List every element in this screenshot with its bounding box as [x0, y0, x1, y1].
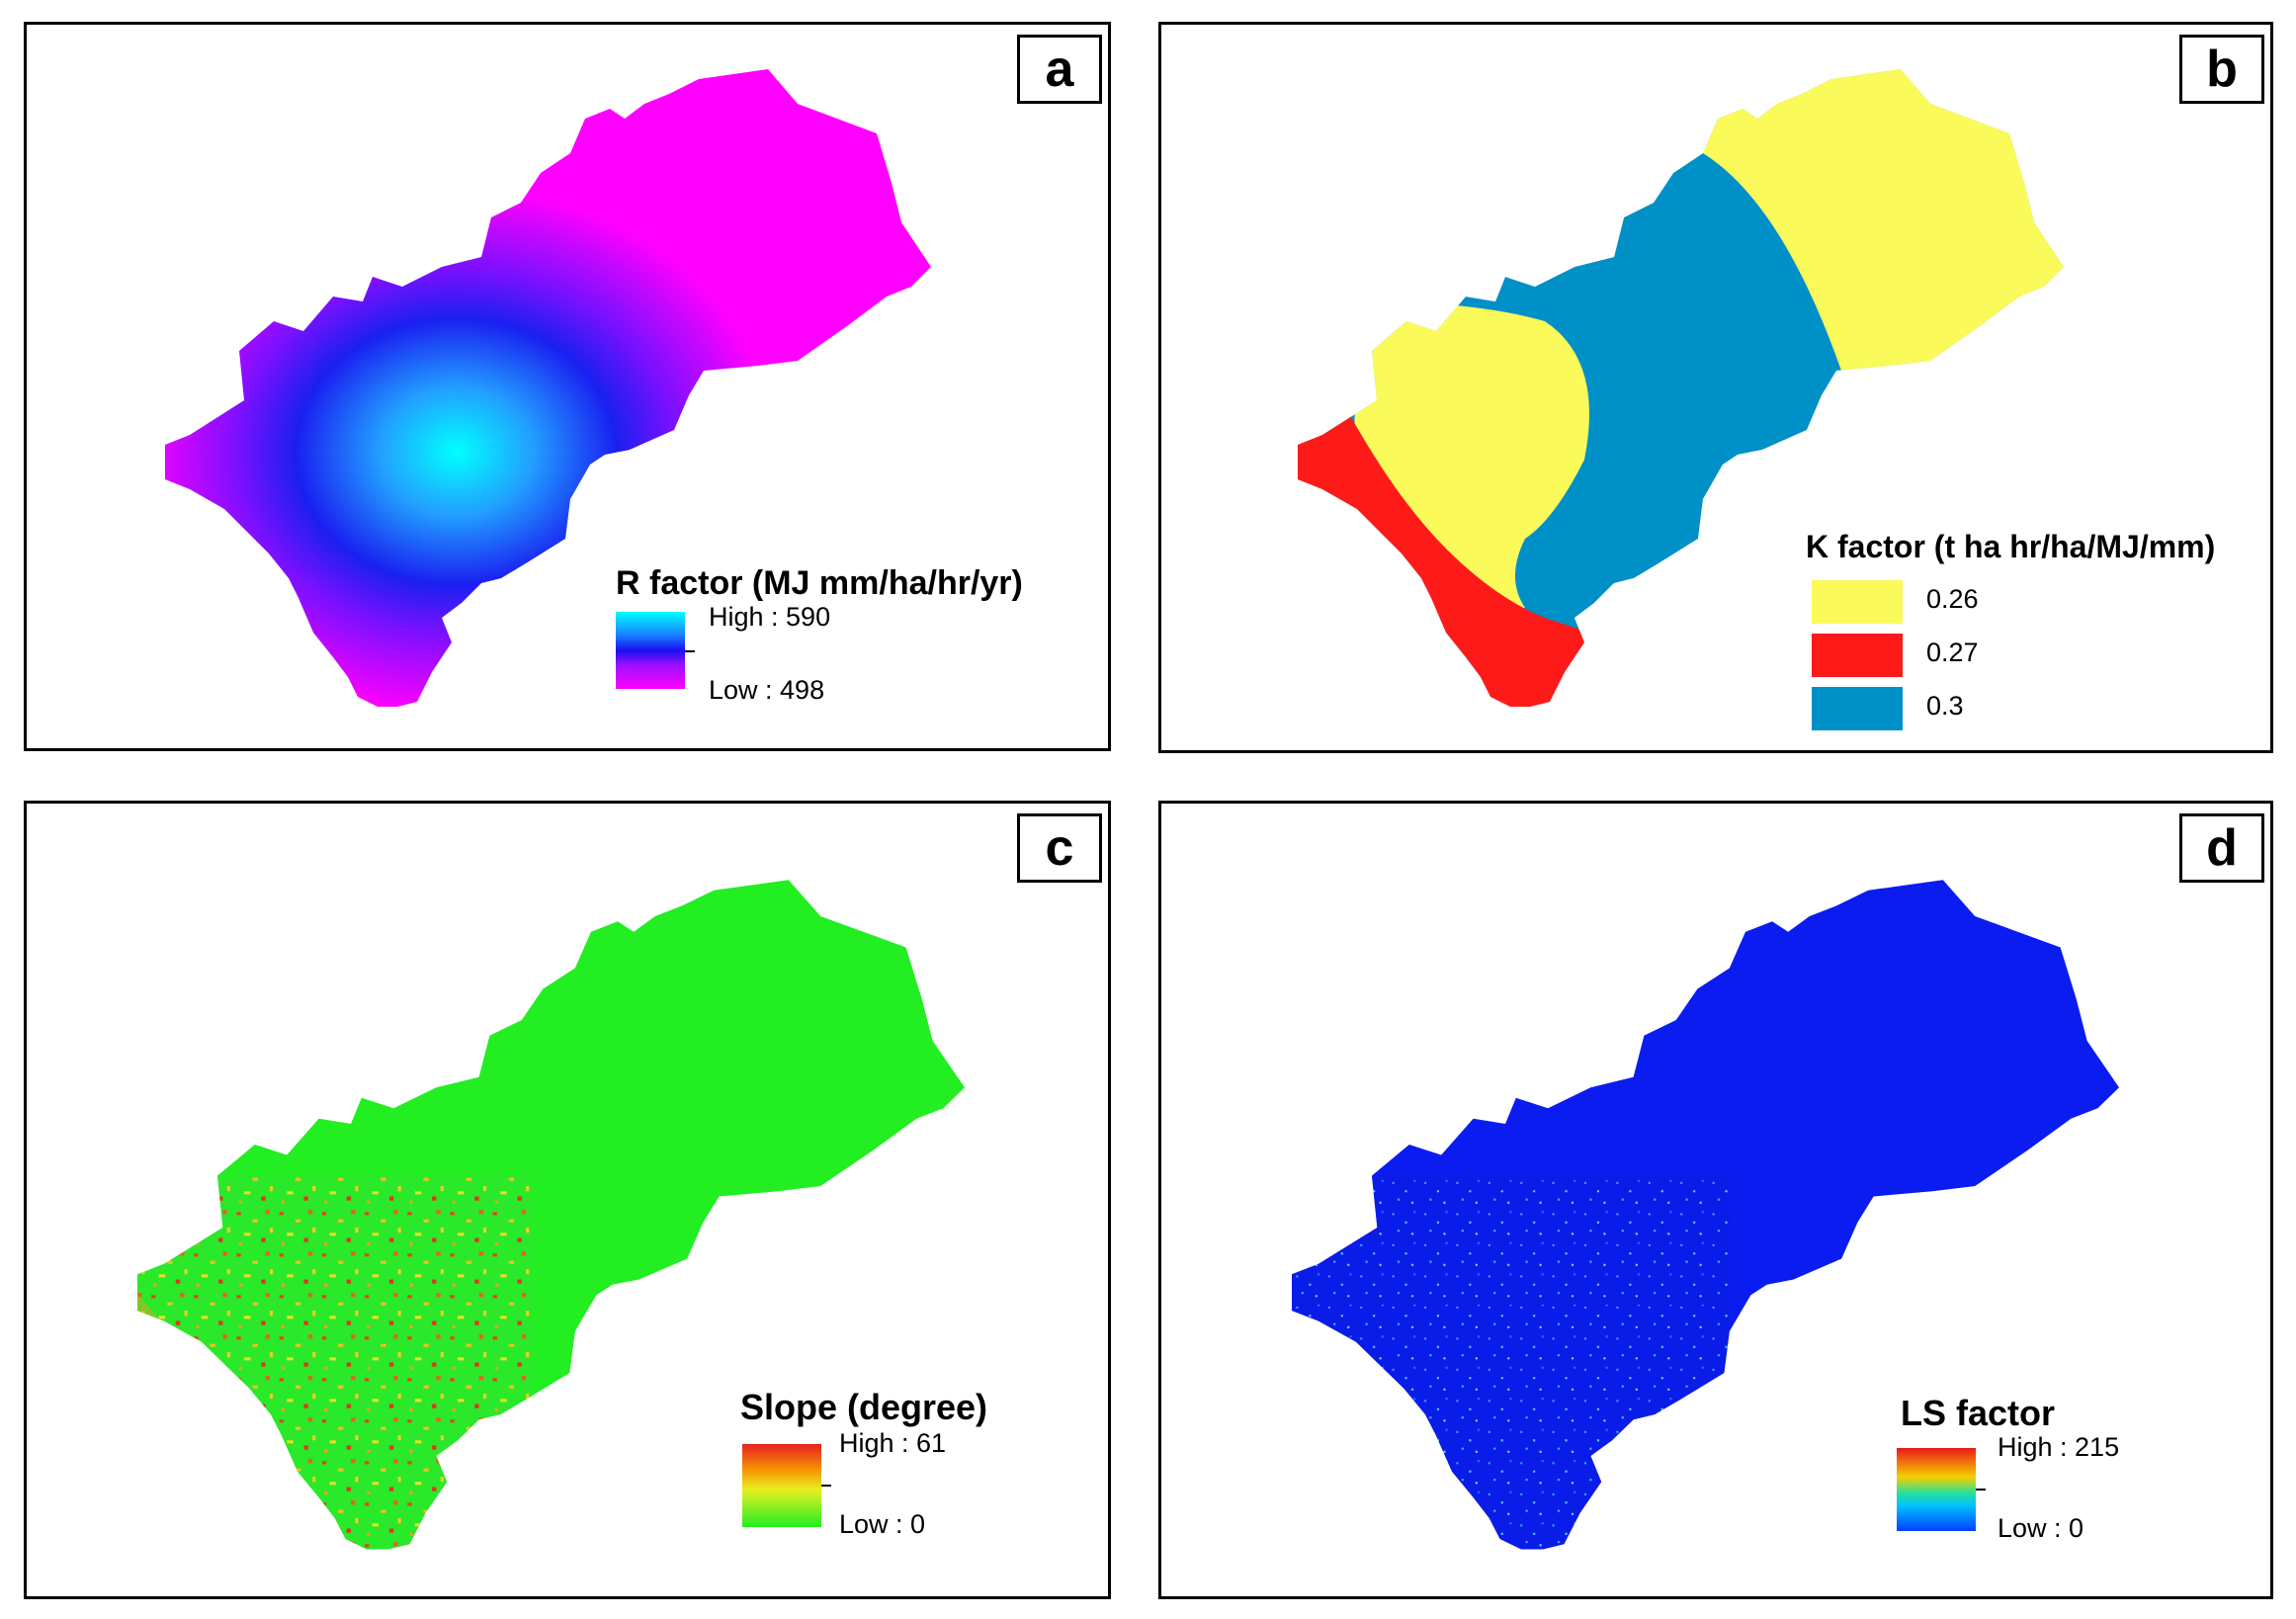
panel-letter-c: c	[1017, 813, 1102, 883]
panel-b-k-factor: b K factor (t ha hr/ha/MJ/mm) 0.26 0.27 …	[1158, 22, 2273, 753]
panel-letter-b: b	[2179, 35, 2264, 104]
k-swatch-026	[1812, 580, 1903, 624]
legend-title-slope: Slope (degree)	[740, 1387, 988, 1427]
k-factor-map	[1298, 69, 2064, 707]
slope-texture-southwest	[137, 1175, 533, 1550]
slope-low-label: Low : 0	[839, 1509, 926, 1539]
k-swatch-027	[1812, 634, 1903, 677]
r-factor-map	[165, 69, 931, 707]
ls-texture-southwest	[1292, 1175, 1730, 1550]
panel-letter-a: a	[1017, 35, 1102, 104]
ramp-tick	[1976, 1489, 1986, 1491]
ramp-tick	[685, 650, 695, 652]
panel-c-slope: c Slope (degree) High : 61 Low : 0	[24, 801, 1111, 1599]
slope-map	[137, 880, 966, 1550]
panel-d-ls-factor: d LS factor High : 215 Low : 0	[1158, 801, 2273, 1599]
k-label-03: 0.3	[1926, 691, 1964, 721]
ls-high-label: High : 215	[1998, 1432, 2120, 1462]
panel-a-r-factor: a R factor (MJ mm/ha/hr/yr) High : 590 L…	[24, 22, 1111, 751]
slope-high-label: High : 61	[839, 1428, 947, 1458]
ls-factor-map	[1292, 880, 2119, 1550]
k-label-026: 0.26	[1926, 584, 1979, 614]
legend-title-k-factor: K factor (t ha hr/ha/MJ/mm)	[1806, 529, 2216, 564]
slope-color-ramp	[742, 1444, 821, 1527]
r-factor-high-label: High : 590	[709, 602, 831, 632]
panel-letter-d: d	[2179, 813, 2264, 883]
r-factor-color-ramp	[616, 612, 685, 689]
r-factor-low-label: Low : 498	[709, 675, 825, 705]
ls-color-ramp	[1897, 1448, 1976, 1531]
legend-title-ls-factor: LS factor	[1901, 1393, 2056, 1433]
ls-low-label: Low : 0	[1998, 1513, 2084, 1543]
k-swatch-03	[1812, 687, 1903, 730]
legend-title-r-factor: R factor (MJ mm/ha/hr/yr)	[616, 564, 1023, 602]
k-label-027: 0.27	[1926, 638, 1979, 667]
ramp-tick	[821, 1485, 831, 1487]
